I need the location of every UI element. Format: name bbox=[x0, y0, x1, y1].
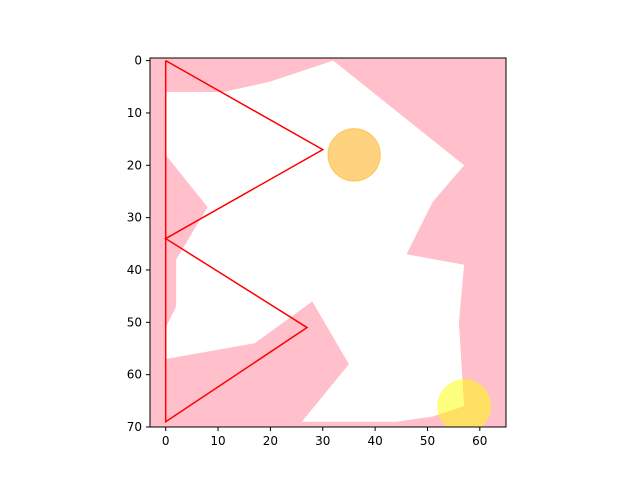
x-tick-label: 40 bbox=[367, 434, 382, 448]
y-tick-label: 40 bbox=[127, 263, 142, 277]
x-tick-label: 20 bbox=[263, 434, 278, 448]
orange-circle bbox=[327, 128, 381, 182]
x-tick-label: 50 bbox=[420, 434, 435, 448]
y-tick-label: 0 bbox=[134, 54, 142, 68]
free-space-region bbox=[165, 60, 465, 422]
y-tick-label: 50 bbox=[127, 315, 142, 329]
x-tick-label: 30 bbox=[315, 434, 330, 448]
y-tick-label: 10 bbox=[127, 106, 142, 120]
path-line bbox=[164, 59, 325, 424]
x-tick-label: 60 bbox=[472, 434, 487, 448]
y-tick-label: 30 bbox=[127, 211, 142, 225]
y-tick-label: 60 bbox=[127, 368, 142, 382]
axes: 0 10 20 30 40 50 60 0 10 20 30 40 50 60 70 bbox=[127, 54, 507, 448]
y-tick-label: 20 bbox=[127, 158, 142, 172]
x-tick-label: 10 bbox=[210, 434, 225, 448]
x-tick-label: 0 bbox=[162, 434, 170, 448]
plot-area bbox=[150, 58, 506, 427]
y-tick-label: 70 bbox=[127, 420, 142, 434]
axes-frame bbox=[149, 57, 507, 428]
yellow-circle bbox=[437, 379, 491, 427]
